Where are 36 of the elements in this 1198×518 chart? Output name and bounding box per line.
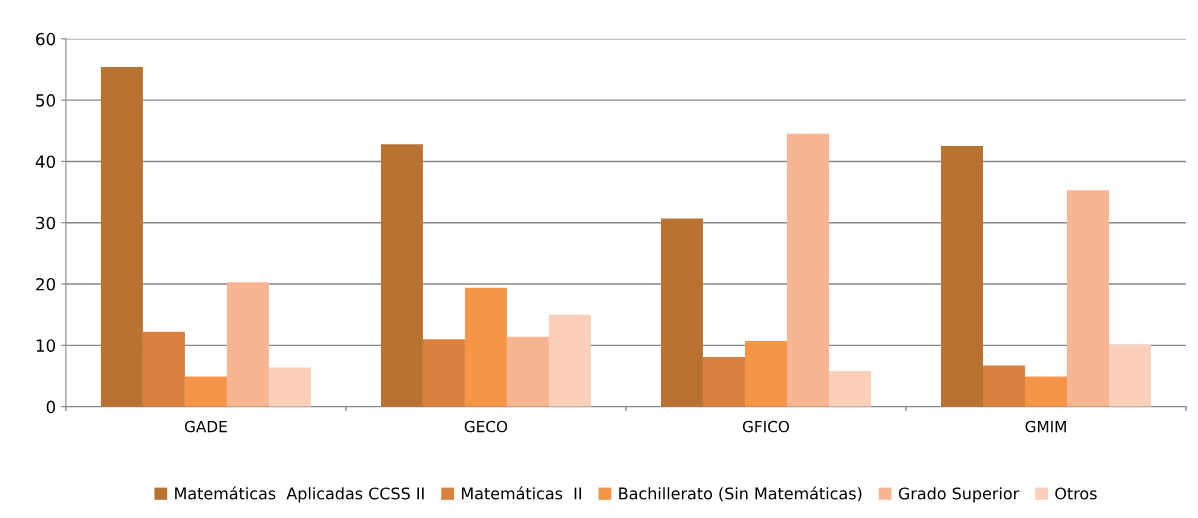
x-tick-label: GFICO	[742, 420, 790, 433]
bar	[380, 144, 423, 407]
bar	[1109, 344, 1152, 407]
y-tick-label: 10	[36, 339, 56, 352]
bar	[506, 336, 549, 407]
legend-label: Matemáticas Aplicadas CCSS II	[175, 486, 424, 503]
bar	[786, 133, 829, 407]
bar	[702, 356, 745, 407]
y-tick-label: 0	[46, 400, 56, 414]
bar	[1067, 190, 1110, 407]
legend-label: Otros	[1055, 487, 1097, 500]
x-tick-label: GECO	[464, 420, 508, 433]
bar	[184, 376, 227, 407]
bar	[983, 365, 1025, 407]
bar	[422, 339, 465, 407]
x-tick-label: GMIM	[1025, 420, 1066, 433]
bar	[464, 287, 507, 407]
bar	[744, 341, 787, 407]
y-tick-label: 60	[36, 32, 56, 46]
bar	[548, 314, 591, 407]
legend-label: Grado Superior	[898, 487, 1020, 503]
bar	[226, 282, 269, 407]
bar	[268, 367, 311, 407]
bar	[1025, 376, 1068, 407]
y-tick-label: 20	[36, 278, 56, 291]
legend-label: Bachillerato (Sin Matemáticas)	[619, 486, 862, 502]
y-tick-label: 30	[36, 216, 56, 230]
bar	[100, 67, 143, 407]
bar	[660, 218, 703, 407]
x-tick-label: GADE	[184, 420, 227, 433]
bar	[940, 146, 983, 407]
y-tick-label: 40	[35, 155, 56, 169]
bar	[828, 371, 871, 407]
y-tick-label: 50	[36, 94, 56, 107]
bar	[142, 331, 185, 407]
legend-label: Matemáticas II	[461, 486, 581, 500]
